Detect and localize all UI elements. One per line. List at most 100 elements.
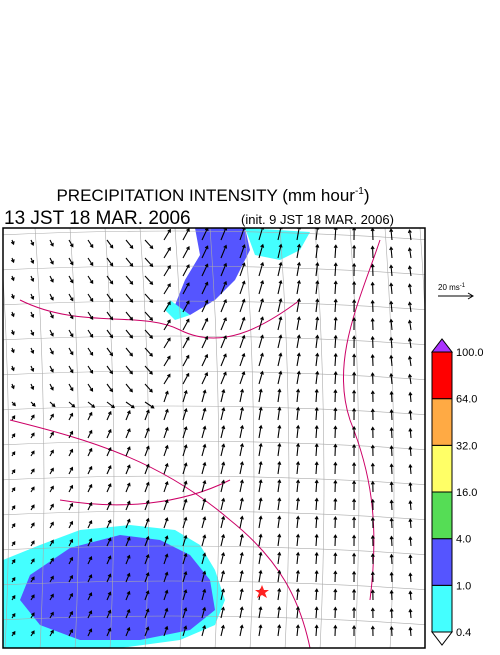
wind-vector	[201, 570, 207, 583]
wind-vector	[49, 431, 54, 439]
wind-vector	[125, 482, 131, 493]
wind-vector	[49, 275, 54, 283]
wind-vector	[10, 293, 15, 300]
wind-vector	[389, 318, 394, 331]
wind-vector	[239, 424, 244, 439]
wind-vector	[314, 443, 319, 457]
wind-vector	[182, 228, 190, 241]
wind-vector	[333, 371, 338, 385]
wind-vector	[220, 624, 225, 637]
parallel	[3, 335, 425, 345]
wind-vector	[407, 319, 412, 331]
wind-vector	[389, 535, 394, 547]
wind-vector	[10, 257, 15, 264]
wind-vector	[125, 293, 134, 303]
meridian	[314, 228, 325, 648]
meridian	[384, 228, 395, 648]
wind-vector	[258, 479, 263, 493]
wind-vector	[125, 239, 134, 249]
wind-vector	[314, 497, 319, 511]
wind-vector	[144, 329, 154, 339]
wind-vector	[30, 365, 35, 373]
wind-vector	[30, 522, 35, 529]
wind-vector	[68, 430, 74, 439]
colorbar-box	[431, 398, 453, 446]
wind-vector	[333, 298, 338, 313]
wind-vector	[125, 626, 131, 637]
wind-vector	[258, 298, 265, 313]
wind-vector	[239, 461, 244, 475]
wind-vector	[144, 257, 154, 268]
wind-vector	[352, 280, 357, 295]
wind-vector	[408, 391, 413, 403]
meridian	[279, 228, 290, 648]
wind-vector	[163, 246, 171, 259]
wind-vector	[68, 239, 74, 248]
wind-vector	[315, 243, 320, 259]
wind-vector	[277, 370, 283, 385]
wind-vector	[163, 408, 169, 421]
wind-vector	[333, 352, 338, 367]
wind-vector	[277, 297, 283, 313]
wind-vector	[125, 347, 134, 357]
wind-vector	[258, 460, 263, 475]
wind-vector	[352, 262, 357, 277]
wind-vector	[295, 587, 300, 601]
wind-vector	[163, 480, 169, 493]
wind-vector	[333, 479, 338, 493]
wind-vector	[370, 408, 375, 421]
wind-vector	[68, 502, 74, 511]
wind-vector	[370, 534, 375, 547]
wind-vector	[163, 444, 169, 457]
wind-vector	[333, 606, 338, 619]
wind-vector	[220, 407, 226, 421]
wind-vector	[68, 365, 74, 374]
wind-vector	[296, 442, 301, 457]
wind-vector	[106, 347, 114, 357]
wind-vector	[277, 606, 282, 619]
wind-vector	[163, 535, 169, 547]
wind-vector	[68, 329, 74, 338]
wind-vector	[389, 499, 394, 511]
wind-vector	[49, 557, 54, 565]
wind-vector	[106, 519, 112, 529]
parallel	[3, 545, 425, 555]
wind-vector	[295, 624, 300, 637]
meridian	[209, 228, 220, 648]
wind-vector	[239, 334, 246, 349]
meridian	[419, 228, 425, 648]
wind-vector	[314, 606, 319, 619]
wind-vector	[408, 427, 413, 439]
wind-vector	[30, 257, 35, 265]
wind-vector	[389, 246, 394, 259]
wind-vector	[315, 298, 320, 313]
wind-vector	[239, 624, 244, 637]
wind-vector	[239, 443, 244, 457]
wind-vector	[295, 497, 300, 511]
wind-vector	[30, 504, 35, 511]
meridian	[104, 228, 115, 648]
wind-vector	[49, 449, 54, 457]
wind-vector	[201, 461, 207, 475]
wind-vector	[295, 606, 300, 619]
wind-vector	[68, 538, 74, 547]
wind-vector	[389, 553, 394, 565]
wind-vector	[277, 587, 282, 601]
wind-vector	[68, 412, 74, 421]
meridian	[174, 228, 185, 648]
wind-vector	[389, 372, 394, 385]
wind-vector	[106, 501, 112, 511]
wind-vector	[277, 279, 283, 295]
wind-vector	[30, 468, 35, 475]
wind-vector	[49, 257, 54, 265]
wind-vector	[144, 572, 150, 583]
wind-vector	[49, 347, 54, 355]
wind-vector	[49, 611, 54, 619]
wind-vector	[87, 293, 94, 303]
wind-vector	[408, 608, 413, 619]
wind-vector	[315, 334, 320, 349]
wind-vector	[408, 626, 413, 637]
wind-vector	[201, 606, 207, 619]
wind-vector	[182, 625, 188, 637]
wind-vector	[295, 533, 300, 547]
